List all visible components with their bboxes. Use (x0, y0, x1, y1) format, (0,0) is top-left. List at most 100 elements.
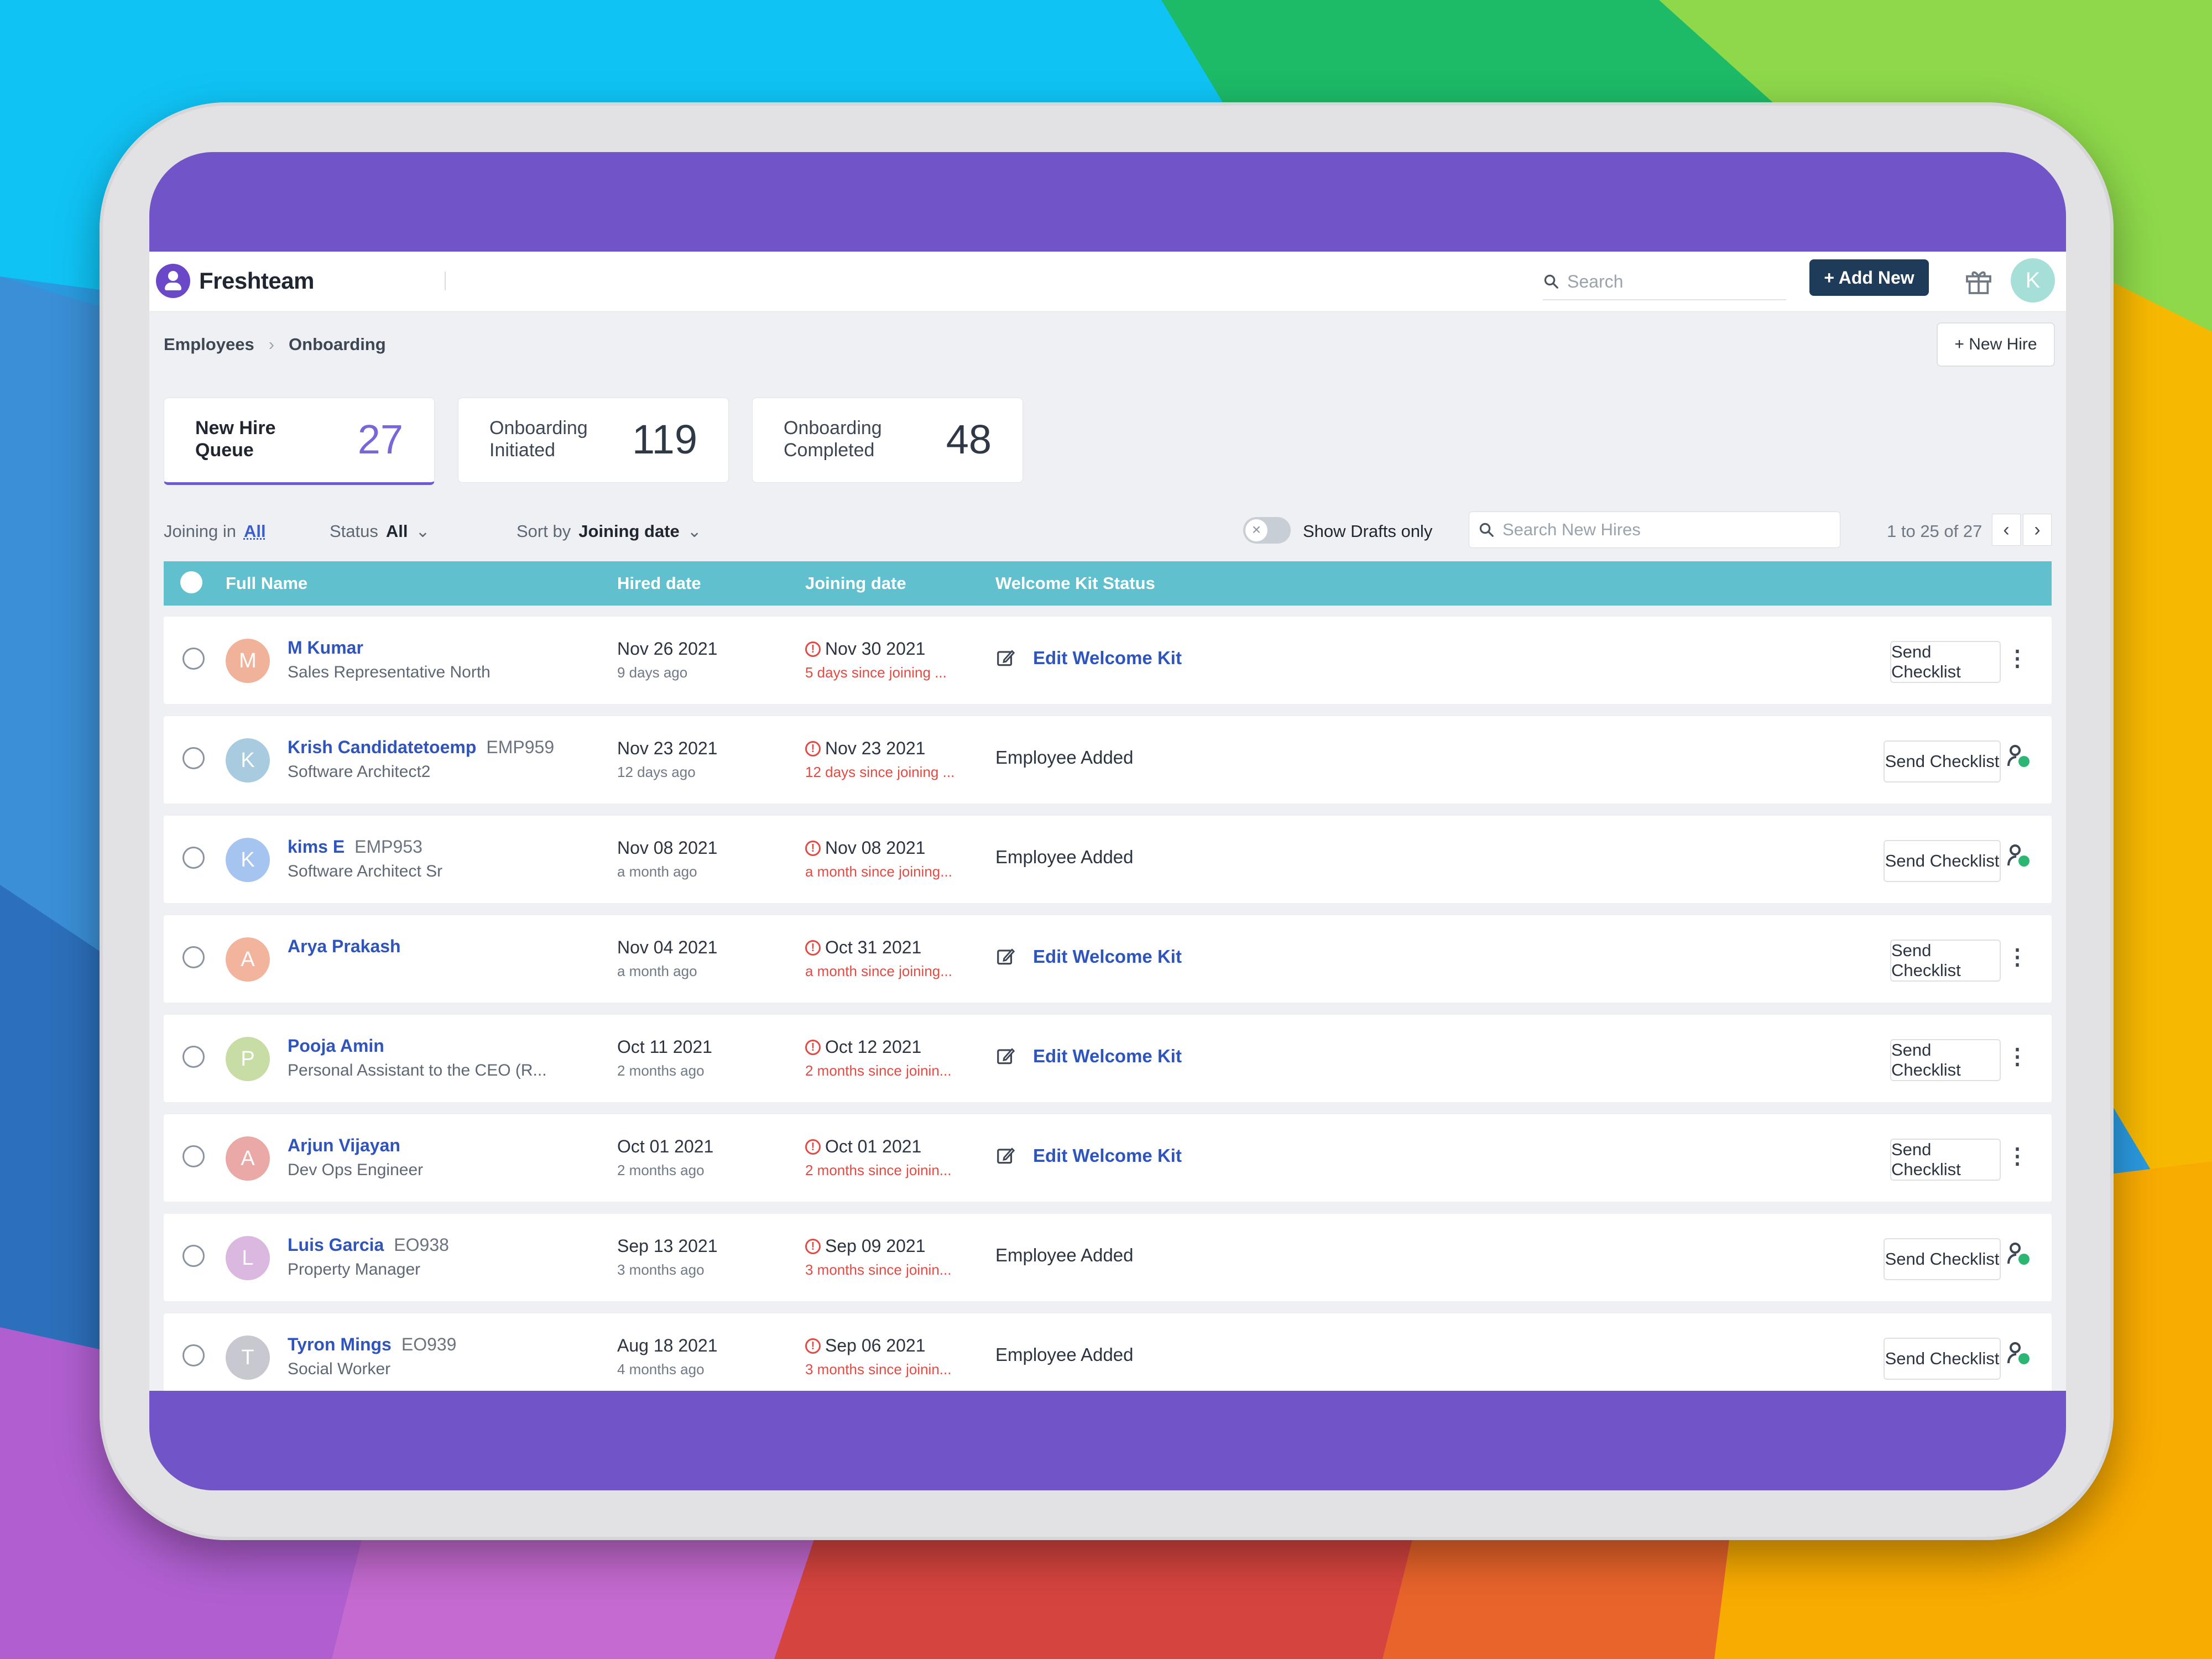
joining-date: ! Oct 12 2021 (805, 1037, 921, 1057)
table-row[interactable]: K Krish Candidatetoemp EMP959 Software Ar… (164, 716, 2052, 804)
joining-date-value: Oct 01 2021 (825, 1136, 922, 1156)
user-check-icon[interactable] (2005, 842, 2032, 869)
status-filter-value: All (385, 521, 408, 541)
search-new-hires-input[interactable]: Search New Hires (1469, 512, 1840, 548)
add-new-button[interactable]: + Add New (1809, 259, 1929, 296)
table-row[interactable]: K kims E EMP953 Software Architect Sr Nov… (164, 816, 2052, 903)
column-full-name[interactable]: Full Name (226, 573, 308, 593)
sort-filter[interactable]: Sort by Joining date ⌄ (517, 521, 702, 541)
employee-name-link[interactable]: Krish Candidatetoemp EMP959 (288, 737, 554, 758)
chevron-left-icon[interactable]: ‹ (1992, 514, 2021, 546)
more-vertical-icon[interactable]: ⋮ (2006, 1045, 2028, 1069)
more-vertical-icon[interactable]: ⋮ (2006, 945, 2028, 969)
user-check-icon[interactable] (2005, 1240, 2032, 1267)
employee-name-link[interactable]: Arjun Vijayan (288, 1135, 400, 1156)
row-select-radio[interactable] (182, 1046, 205, 1068)
row-select-radio[interactable] (182, 946, 205, 968)
row-select-radio[interactable] (182, 847, 205, 869)
welcome-kit-status: Edit Welcome Kit (1033, 1145, 1182, 1166)
table-row[interactable]: A Arjun Vijayan Dev Ops Engineer Oct 01 … (164, 1114, 2052, 1202)
hired-date: Nov 23 2021 (617, 738, 718, 758)
column-joining-date[interactable]: Joining date (805, 573, 906, 593)
send-checklist-button[interactable]: Send Checklist (1884, 1238, 2001, 1280)
joining-filter-value[interactable]: All (243, 521, 266, 541)
edit-welcome-kit-link[interactable]: Edit Welcome Kit (995, 946, 1182, 967)
new-hire-button[interactable]: + New Hire (1937, 322, 2055, 367)
welcome-kit-status: Edit Welcome Kit (1033, 946, 1182, 967)
stat-new-hire-queue[interactable]: New Hire Queue 27 (164, 398, 435, 485)
user-check-icon[interactable] (2005, 1340, 2032, 1366)
hired-date-relative: 2 months ago (617, 1062, 705, 1079)
employee-role: Property Manager (288, 1260, 421, 1279)
status-filter[interactable]: Status All ⌄ (330, 521, 430, 541)
sort-value: Joining date (578, 521, 680, 541)
user-check-icon[interactable] (2005, 743, 2032, 769)
employee-name: M Kumar (288, 638, 363, 658)
tablet-screen: Freshteam Search + Add New K Employees ›… (149, 152, 2066, 1490)
table-row[interactable]: T Tyron Mings EO939 Social Worker Aug 18 … (164, 1313, 2052, 1401)
row-select-radio[interactable] (182, 747, 205, 769)
send-checklist-button[interactable]: Send Checklist (1884, 1338, 2001, 1380)
table-row[interactable]: M M Kumar Sales Representative North Nov… (164, 617, 2052, 704)
send-checklist-button[interactable]: Send Checklist (1890, 1139, 2001, 1181)
row-select-radio[interactable] (182, 1145, 205, 1167)
joining-filter[interactable]: Joining in All (164, 521, 266, 541)
avatar: A (226, 1136, 270, 1181)
table-row[interactable]: L Luis Garcia EO938 Property Manager Sep … (164, 1214, 2052, 1301)
stat-onboarding-completed[interactable]: Onboarding Completed 48 (752, 398, 1023, 483)
chevron-right-icon[interactable]: › (2023, 514, 2052, 546)
row-select-radio[interactable] (182, 648, 205, 670)
stat-onboarding-initiated[interactable]: Onboarding Initiated 119 (458, 398, 729, 483)
employee-name-link[interactable]: Luis Garcia EO938 (288, 1235, 449, 1255)
employee-name-link[interactable]: Arya Prakash (288, 936, 401, 957)
show-drafts-toggle[interactable] (1243, 517, 1291, 544)
send-checklist-button[interactable]: Send Checklist (1884, 740, 2001, 782)
employee-name: Luis Garcia (288, 1235, 384, 1255)
employee-name-link[interactable]: M Kumar (288, 638, 363, 658)
row-select-radio[interactable] (182, 1344, 205, 1366)
row-select-radio[interactable] (182, 1245, 205, 1267)
avatar: T (226, 1335, 270, 1380)
screen-bottom-band (149, 1391, 2066, 1490)
app-logo[interactable]: Freshteam (156, 264, 314, 298)
hired-date: Nov 26 2021 (617, 639, 718, 659)
welcome-kit-status: Employee Added (995, 1245, 1134, 1265)
send-checklist-button[interactable]: Send Checklist (1890, 1039, 2001, 1081)
employee-role: Personal Assistant to the CEO (R... (288, 1061, 547, 1079)
warning-icon: ! (805, 1139, 821, 1155)
column-hired-date[interactable]: Hired date (617, 573, 701, 593)
table-row[interactable]: P Pooja Amin Personal Assistant to the C… (164, 1015, 2052, 1102)
more-vertical-icon[interactable]: ⋮ (2006, 1144, 2028, 1168)
joining-date: ! Sep 06 2021 (805, 1335, 926, 1356)
breadcrumb-employees[interactable]: Employees (164, 335, 254, 354)
joining-date-relative: 5 days since joining ... (805, 664, 947, 681)
edit-welcome-kit-link[interactable]: Edit Welcome Kit (995, 1046, 1182, 1067)
employee-code: EO938 (394, 1235, 449, 1255)
edit-welcome-kit-link[interactable]: Edit Welcome Kit (995, 648, 1182, 669)
user-avatar[interactable]: K (2011, 258, 2055, 302)
send-checklist-button[interactable]: Send Checklist (1884, 840, 2001, 882)
warning-icon: ! (805, 940, 821, 956)
employee-name-link[interactable]: kims E EMP953 (288, 837, 422, 857)
send-checklist-button[interactable]: Send Checklist (1890, 940, 2001, 982)
employee-name-link[interactable]: Pooja Amin (288, 1036, 384, 1056)
pagination-text: 1 to 25 of 27 (1887, 521, 1983, 541)
hired-date-relative: 2 months ago (617, 1162, 705, 1178)
sort-label: Sort by (517, 521, 571, 541)
joining-date-value: Sep 06 2021 (825, 1335, 926, 1355)
gift-icon[interactable] (1963, 266, 1994, 297)
edit-welcome-kit-link[interactable]: Edit Welcome Kit (995, 1145, 1182, 1166)
send-checklist-button[interactable]: Send Checklist (1890, 641, 2001, 683)
breadcrumb-onboarding: Onboarding (289, 335, 386, 354)
welcome-kit-status: Employee Added (995, 847, 1134, 867)
global-search[interactable]: Search (1543, 264, 1786, 300)
column-welcome-kit-status[interactable]: Welcome Kit Status (995, 573, 1155, 593)
select-all-checkbox[interactable] (180, 571, 202, 593)
stat-label: Onboarding Completed (784, 418, 882, 461)
table-row[interactable]: A Arya Prakash Nov 04 2021 a month ago !… (164, 915, 2052, 1003)
joining-date: ! Nov 08 2021 (805, 838, 925, 858)
nav-divider (445, 272, 446, 290)
more-vertical-icon[interactable]: ⋮ (2006, 646, 2028, 671)
employee-code: EMP953 (354, 837, 422, 857)
employee-name-link[interactable]: Tyron Mings EO939 (288, 1334, 456, 1355)
